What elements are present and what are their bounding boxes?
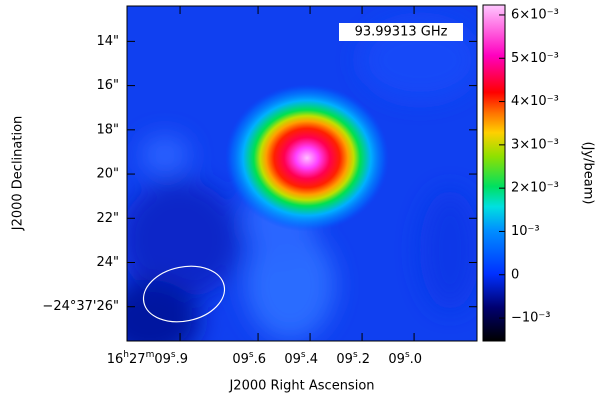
colorbar-tick-label: −10⁻³: [511, 311, 551, 326]
y-axis-title: J2000 Declination: [11, 116, 26, 232]
y-tick-label: 24": [96, 255, 119, 270]
annotation-box: [339, 23, 463, 41]
plot-frame: [126, 5, 478, 342]
colorbar-tick-label: 6×10⁻³: [511, 7, 559, 22]
beam: [142, 265, 226, 323]
y-tick-label: 14": [96, 34, 119, 49]
colorbar: [482, 4, 506, 342]
colorbar-tick-label: 5×10⁻³: [511, 51, 559, 66]
colorbar-tick-label: 4×10⁻³: [511, 94, 559, 109]
source: [222, 80, 392, 236]
colorbar-tick-label: 10⁻³: [511, 224, 540, 239]
x-axis-title: J2000 Right Ascension: [228, 379, 374, 394]
colorbar-tick-label: 3×10⁻³: [511, 137, 559, 152]
x-tick-label: 09s.2: [336, 350, 370, 367]
colorbar-tick-label: 2×10⁻³: [511, 181, 559, 196]
annotation: 93.99313 GHz: [355, 25, 448, 40]
y-tick-label: 18": [96, 122, 119, 137]
x-tick-label: 09s.4: [284, 350, 318, 367]
x-tick-label: 16h27m09s.9: [107, 350, 188, 367]
colorbar-tick-label: 0: [511, 267, 519, 282]
map-structure: [127, 20, 477, 341]
x-tick-label: 09s.6: [232, 350, 266, 367]
y-tick-label: 22": [96, 211, 119, 226]
x-tick-label: 09s.0: [388, 350, 422, 367]
y-tick-label: −24°37'26": [42, 299, 119, 314]
y-tick-label: 16": [96, 78, 119, 93]
map: [127, 6, 477, 341]
colorbar-title: (Jy/beam): [581, 142, 596, 205]
y-tick-label: 20": [96, 167, 119, 182]
